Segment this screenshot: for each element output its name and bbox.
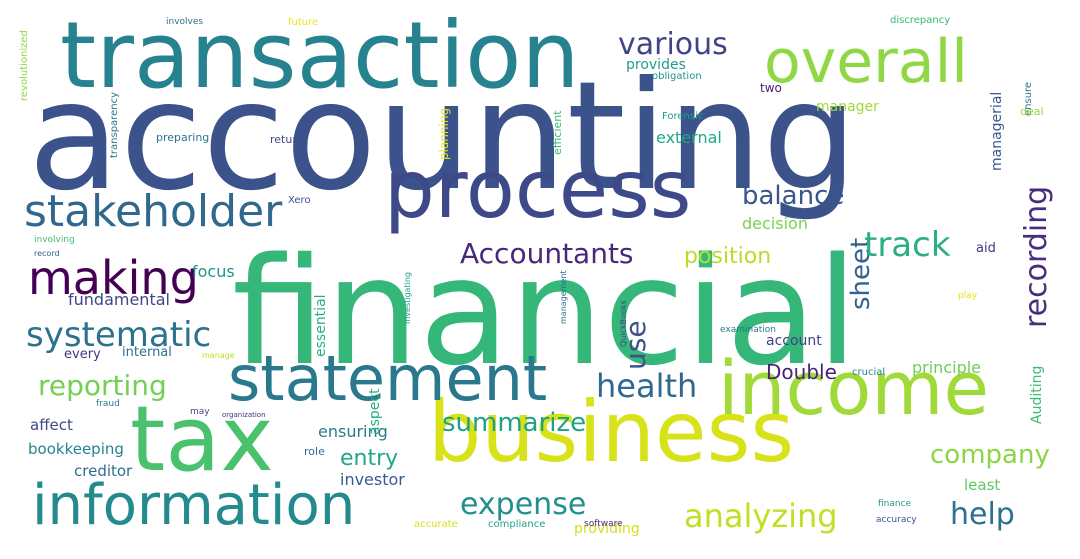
- word-may: may: [190, 407, 210, 417]
- word-future: future: [288, 17, 319, 28]
- word-business: business: [428, 383, 795, 481]
- word-every: every: [64, 347, 101, 362]
- word-summarize: summarize: [442, 408, 587, 438]
- word-transparency: transparency: [109, 92, 120, 158]
- word-decision: decision: [742, 214, 808, 233]
- word-affect: affect: [30, 416, 73, 434]
- word-role: role: [304, 445, 325, 458]
- word-involving: involving: [34, 235, 75, 245]
- word-return: return: [270, 133, 304, 146]
- word-balance: balance: [742, 181, 845, 211]
- word-internal: internal: [122, 345, 172, 360]
- word-investigating: investigating: [403, 272, 412, 324]
- word-overall: overall: [764, 27, 968, 97]
- word-xero: Xero: [288, 195, 311, 206]
- word-analyzing: analyzing: [684, 497, 838, 535]
- word-compliance: compliance: [488, 519, 546, 530]
- word-aid: aid: [976, 241, 996, 256]
- word-account: account: [766, 333, 822, 349]
- word-obligation: obligation: [652, 71, 702, 82]
- word-least: least: [964, 476, 1001, 494]
- word-managerial: managerial: [989, 91, 1005, 171]
- word-accountants: Accountants: [460, 237, 634, 270]
- word-fraud: fraud: [96, 399, 120, 409]
- word-planning: planning: [437, 107, 451, 160]
- word-help: help: [950, 497, 1015, 532]
- word-revolutionized: revolutionized: [19, 30, 30, 101]
- word-investor: investor: [340, 470, 405, 489]
- word-principle: principle: [912, 358, 982, 377]
- word-stakeholder: stakeholder: [24, 186, 283, 237]
- word-providing: providing: [574, 521, 640, 537]
- word-manage: manage: [202, 351, 235, 360]
- word-ensuring: ensuring: [318, 422, 388, 441]
- word-process: process: [384, 143, 692, 236]
- word-accounting: accounting: [28, 50, 858, 224]
- word-company: company: [930, 440, 1050, 470]
- word-crucial: crucial: [852, 367, 886, 378]
- word-software: software: [584, 519, 623, 529]
- word-forensic: Forensic: [662, 111, 704, 122]
- word-statement: statement: [228, 342, 548, 415]
- word-accuracy: accuracy: [876, 515, 917, 525]
- word-double: Double: [766, 360, 837, 384]
- word-examination: examination: [720, 325, 776, 335]
- word-manager: manager: [816, 99, 879, 115]
- word-two: two: [760, 81, 782, 95]
- word-tax: tax: [130, 387, 274, 492]
- word-finance: finance: [878, 499, 912, 509]
- word-income: income: [718, 346, 990, 432]
- word-reporting: reporting: [38, 369, 167, 402]
- word-creditor: creditor: [74, 462, 133, 480]
- word-external: external: [656, 128, 722, 147]
- word-various: various: [618, 27, 728, 62]
- word-recording: recording: [1019, 185, 1054, 328]
- word-systematic: systematic: [26, 315, 212, 355]
- word-auditing: Auditing: [1029, 365, 1045, 424]
- word-provides: provides: [626, 57, 686, 73]
- word-track: track: [864, 225, 951, 265]
- word-accurate: accurate: [414, 519, 458, 530]
- word-play: play: [958, 291, 978, 301]
- word-fundamental: fundamental: [68, 290, 170, 309]
- word-management: management: [559, 270, 568, 324]
- word-information: information: [32, 473, 356, 538]
- word-preparing: preparing: [156, 131, 210, 144]
- word-involves: involves: [166, 17, 204, 27]
- word-organization: organization: [222, 411, 266, 419]
- word-position: position: [684, 244, 772, 269]
- word-focus: focus: [192, 262, 235, 281]
- word-making: making: [28, 251, 199, 305]
- word-health: health: [596, 367, 698, 405]
- word-essential: essential: [313, 294, 329, 357]
- word-aspect: aspect: [367, 388, 383, 435]
- word-quickbooks: QuickBooks: [619, 300, 628, 347]
- word-record: record: [34, 249, 60, 258]
- word-transaction: transaction: [60, 2, 580, 109]
- word-efficient: efficient: [551, 110, 564, 155]
- word-deal: deal: [1020, 105, 1044, 118]
- word-financial: financial: [232, 226, 858, 398]
- word-entry: entry: [340, 446, 399, 471]
- word-bookkeeping: bookkeeping: [28, 440, 124, 458]
- word-discrepancy: discrepancy: [890, 15, 951, 26]
- word-expense: expense: [460, 487, 587, 522]
